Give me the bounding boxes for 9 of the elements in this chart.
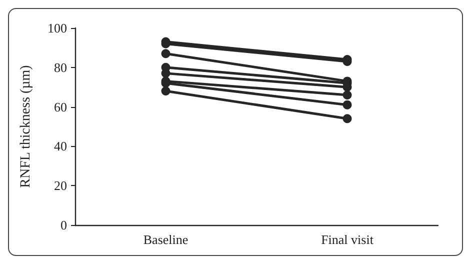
y-axis-title: RNFL thickness (µm) [18, 64, 34, 188]
y-tick-label: 0 [60, 218, 67, 232]
y-tick-label: 80 [54, 60, 67, 75]
x-tick-label: Baseline [143, 232, 188, 247]
x-tick-label: Final visit [321, 232, 374, 247]
y-tick-label: 60 [54, 99, 67, 114]
y-tick-label: 40 [54, 138, 67, 154]
y-tick-label: 20 [54, 178, 67, 194]
y-tick-label: 100 [48, 20, 67, 36]
